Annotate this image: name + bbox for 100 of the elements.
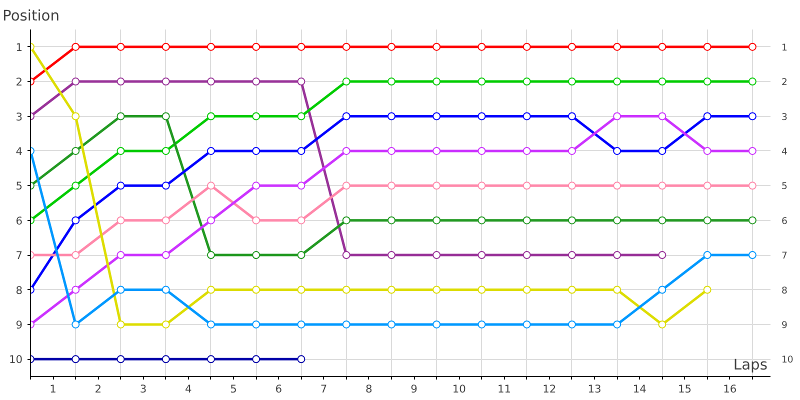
point (613, 216, 622, 224)
point (116, 320, 125, 328)
point (522, 78, 531, 86)
point (72, 182, 80, 190)
point (703, 112, 712, 120)
point (568, 320, 576, 328)
point (658, 42, 666, 51)
point (116, 78, 125, 86)
point (478, 216, 486, 224)
x-tick-label: 16 (723, 382, 737, 396)
point (432, 320, 441, 328)
x-tick-label: 13 (588, 382, 602, 396)
point (658, 286, 666, 294)
point (162, 182, 170, 190)
point (72, 286, 80, 294)
point (252, 251, 260, 260)
point (297, 355, 306, 364)
point (206, 320, 215, 328)
y-tick-label: 7 (16, 249, 22, 262)
point (568, 42, 576, 51)
point (206, 216, 215, 224)
point (162, 112, 170, 120)
point (162, 78, 170, 86)
point (432, 182, 441, 190)
y-tick-label: 9 (16, 318, 23, 332)
point (432, 286, 441, 294)
point (522, 216, 531, 224)
y-tick-label: 1 (16, 40, 22, 54)
point (297, 146, 306, 155)
x-tick-label: 6 (275, 382, 282, 396)
point (116, 216, 125, 224)
point (206, 112, 215, 120)
point (432, 42, 441, 51)
point (162, 216, 170, 224)
point (478, 42, 486, 51)
point (568, 112, 576, 120)
point (206, 78, 215, 86)
point (658, 216, 666, 224)
y2-tick-label: 1 (782, 42, 788, 54)
x-tick-label: 12 (542, 382, 556, 396)
point (478, 78, 486, 86)
point (252, 355, 260, 364)
point (206, 355, 215, 364)
y2-tick-label: 6 (782, 216, 788, 227)
point (252, 286, 260, 294)
x-tick-label: 3 (140, 382, 147, 396)
point (703, 146, 712, 155)
point (162, 42, 170, 51)
y-axis-title: Position (2, 8, 60, 24)
point (387, 42, 396, 51)
point (568, 182, 576, 190)
point (522, 42, 531, 51)
point (522, 251, 531, 260)
point (297, 216, 306, 224)
x-tick-label: 15 (678, 382, 692, 396)
point (748, 182, 756, 190)
point (342, 112, 350, 120)
point (252, 78, 260, 86)
point (387, 320, 396, 328)
point (703, 286, 712, 294)
y2-tick-label: 7 (782, 250, 788, 262)
x-tick-label: 11 (498, 382, 512, 396)
point (116, 146, 125, 155)
point (478, 251, 486, 260)
point (613, 146, 622, 155)
point (162, 251, 170, 260)
point (478, 112, 486, 120)
x-axis-title: Laps (733, 356, 768, 374)
point (387, 251, 396, 260)
point (748, 216, 756, 224)
point (116, 251, 125, 260)
point (748, 146, 756, 155)
point (658, 112, 666, 120)
point (252, 320, 260, 328)
y-tick-label: 5 (16, 180, 22, 193)
point (748, 42, 756, 51)
point (613, 112, 622, 120)
point (206, 251, 215, 260)
point (252, 42, 260, 51)
point (342, 78, 350, 86)
point (568, 78, 576, 86)
point (478, 182, 486, 190)
point (478, 320, 486, 328)
point (297, 320, 306, 328)
y-tick-label: 2 (16, 76, 22, 89)
point (568, 251, 576, 260)
point (72, 355, 80, 364)
point (522, 320, 531, 328)
x-tick-label: 4 (185, 382, 192, 396)
point (568, 286, 576, 294)
point (613, 182, 622, 190)
y2-tick-label: 2 (782, 77, 788, 88)
point (116, 112, 125, 120)
point (432, 78, 441, 86)
point (206, 182, 215, 190)
point (748, 112, 756, 120)
point (387, 146, 396, 155)
y-tick-label: 10 (8, 353, 23, 366)
point (297, 251, 306, 260)
point (387, 216, 396, 224)
